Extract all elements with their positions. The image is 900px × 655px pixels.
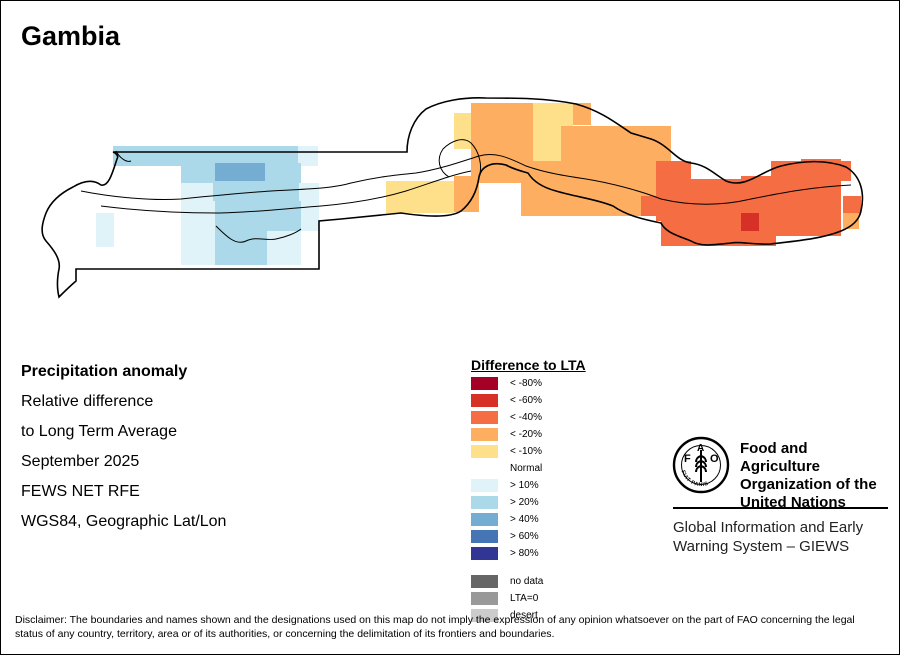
fao-name: Food and Agriculture Organization of the… <box>740 440 877 511</box>
legend-swatch-lt-80 <box>471 377 498 390</box>
legend-swatch-gt-80 <box>471 547 498 560</box>
legend-label-gt-40: > 40% <box>510 514 539 525</box>
legend-swatch-gt-40 <box>471 513 498 526</box>
info-line-period: September 2025 <box>21 453 140 470</box>
anomaly-cell-gt-40 <box>215 163 265 181</box>
south-bank-meander <box>115 150 302 243</box>
legend-swatch-normal <box>471 462 498 475</box>
anomaly-cell-lt-minus-40 <box>801 159 841 169</box>
legend-swatch-gt-10 <box>471 479 498 492</box>
gambia-border <box>41 97 864 299</box>
legend-title: Difference to LTA <box>471 357 586 373</box>
anomaly-cell-lt-minus-10 <box>454 113 472 149</box>
legend-label-gt-80: > 80% <box>510 548 539 559</box>
legend-label-gt-10: > 10% <box>510 480 539 491</box>
legend-label-lt-40: < -40% <box>510 412 542 423</box>
legend-swatch-lt-20 <box>471 428 498 441</box>
anomaly-cell-lt-minus-40 <box>656 161 691 221</box>
legend-swatch-lt-60 <box>471 394 498 407</box>
fao-divider <box>673 507 888 509</box>
disclaimer: Disclaimer: The boundaries and names sho… <box>15 614 855 640</box>
svg-text:A: A <box>697 443 704 454</box>
anomaly-cell-gt-10 <box>267 249 301 265</box>
anomaly-grid <box>96 103 861 265</box>
anomaly-cell-lt-minus-20 <box>573 103 591 125</box>
info-line-projection: WGS84, Geographic Lat/Lon <box>21 513 227 530</box>
legend-label-normal: Normal <box>510 463 543 474</box>
legend-label-desert: desert <box>510 610 538 621</box>
fao-emblem-icon: F A O FIAT PANIS <box>672 436 730 494</box>
svg-text:F: F <box>684 453 691 465</box>
anomaly-cell-gt-10 <box>181 231 215 265</box>
legend-label-lt-80: < -80% <box>510 378 542 389</box>
legend-swatch-lta-zero <box>471 592 498 605</box>
svg-text:O: O <box>710 453 719 465</box>
map-title: Gambia <box>21 21 121 51</box>
legend-label-lta-zero: LTA=0 <box>510 593 539 604</box>
info-line-source: FEWS NET RFE <box>21 483 140 500</box>
anomaly-cell-gt-20 <box>215 201 301 231</box>
anomaly-cell-gt-10 <box>181 201 215 231</box>
anomaly-cell-gt-10 <box>267 231 301 249</box>
info-line-variable: Precipitation anomaly <box>21 363 188 380</box>
info-line-measure: Relative difference <box>21 393 154 410</box>
anomaly-cell-gt-20 <box>113 146 298 166</box>
legend-swatch-desert <box>471 609 498 622</box>
anomaly-cell-lt-minus-60 <box>741 213 759 231</box>
anomaly-cell-lt-minus-20 <box>639 129 657 149</box>
legend-label-gt-20: > 20% <box>510 497 539 508</box>
info-line-reference: to Long Term Average <box>21 423 177 440</box>
anomaly-cell-gt-20 <box>215 231 267 265</box>
legend-swatch-lt-10 <box>471 445 498 458</box>
anomaly-cell-gt-10 <box>96 213 114 247</box>
legend-label-no-data: no data <box>510 576 544 587</box>
gambia-river-inner <box>100 170 472 214</box>
legend-swatch-lt-40 <box>471 411 498 424</box>
anomaly-cell-gt-10 <box>299 183 319 201</box>
legend-label-lt-60: < -60% <box>510 395 542 406</box>
anomaly-cell-lt-minus-40 <box>843 196 861 214</box>
legend-label-gt-60: > 60% <box>510 531 539 542</box>
coast-outline <box>438 139 482 178</box>
anomaly-cell-gt-10 <box>301 201 319 231</box>
anomaly-cell-lt-minus-10 <box>386 181 454 213</box>
legend-label-lt-10: < -10% <box>510 446 542 457</box>
anomaly-cell-gt-10 <box>298 146 318 166</box>
giews-name: Global Information and Early Warning Sys… <box>673 519 864 555</box>
legend-swatch-gt-20 <box>471 496 498 509</box>
legend-swatch-no-data <box>471 575 498 588</box>
legend-label-lt-20: < -20% <box>510 429 542 440</box>
legend-swatch-gt-60 <box>471 530 498 543</box>
anomaly-cell-lt-minus-40 <box>641 196 661 216</box>
anomaly-cell-lt-minus-20 <box>843 213 859 229</box>
